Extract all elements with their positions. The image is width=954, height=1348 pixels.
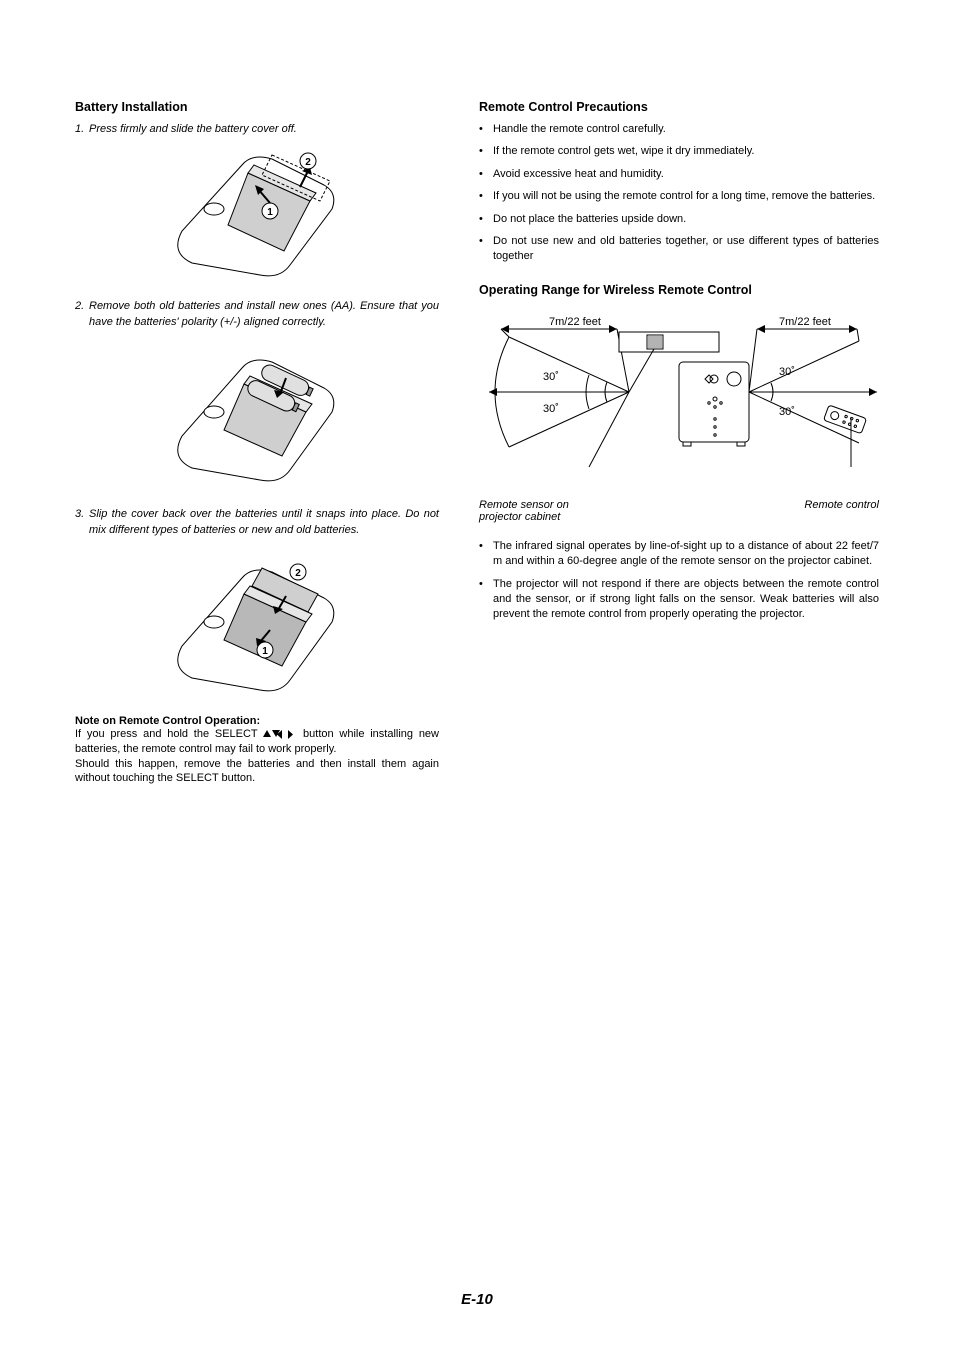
- diag-angle-1: 30˚: [543, 371, 559, 383]
- fig3-label-1: 1: [262, 646, 268, 657]
- battery-cover-off-illustration: 1 2: [152, 145, 362, 285]
- range-notes-list: •The infrared signal operates by line-of…: [479, 539, 879, 623]
- step-2-number: 2.: [75, 299, 89, 330]
- page-number: E-10: [0, 1291, 954, 1308]
- select-arrows-icon: [263, 728, 297, 740]
- precautions-heading: Remote Control Precautions: [479, 100, 879, 114]
- battery-installation-heading: Battery Installation: [75, 100, 439, 114]
- diag-angle-4: 30˚: [779, 406, 795, 418]
- fig1-label-2: 2: [305, 157, 311, 168]
- note-text-3: Should this happen, remove the batteries…: [75, 758, 439, 785]
- precaution-4: If you will not be using the remote cont…: [493, 189, 879, 204]
- step-3-number: 3.: [75, 507, 89, 538]
- step-3: 3. Slip the cover back over the batterie…: [75, 507, 439, 538]
- right-column: Remote Control Precautions •Handle the r…: [479, 100, 879, 786]
- note-body: If you press and hold the SELECT button …: [75, 727, 439, 786]
- precautions-list: •Handle the remote control carefully. •I…: [479, 122, 879, 265]
- diag-angle-2: 30˚: [543, 403, 559, 415]
- step-2-text: Remove both old batteries and install ne…: [89, 299, 439, 330]
- precaution-3: Avoid excessive heat and humidity.: [493, 167, 879, 182]
- precaution-5: Do not place the batteries upside down.: [493, 212, 879, 227]
- operating-range-heading: Operating Range for Wireless Remote Cont…: [479, 283, 879, 297]
- step-1: 1. Press firmly and slide the battery co…: [75, 122, 439, 137]
- precaution-2: If the remote control gets wet, wipe it …: [493, 144, 879, 159]
- step-1-text: Press firmly and slide the battery cover…: [89, 122, 439, 137]
- fig3-label-2: 2: [295, 568, 301, 579]
- precaution-6: Do not use new and old batteries togethe…: [493, 234, 879, 265]
- step-2: 2. Remove both old batteries and install…: [75, 299, 439, 330]
- precaution-1: Handle the remote control carefully.: [493, 122, 879, 137]
- diag-range-left: 7m/22 feet: [549, 316, 601, 328]
- operating-range-diagram: 7m/22 feet 7m/22 feet 30˚ 30˚ 30˚ 30˚ Re…: [479, 307, 879, 523]
- fig1-label-1: 1: [267, 207, 273, 218]
- range-note-1: The infrared signal operates by line-of-…: [493, 539, 879, 570]
- step-1-number: 1.: [75, 122, 89, 137]
- note-heading: Note on Remote Control Operation:: [75, 715, 439, 727]
- left-column: Battery Installation 1. Press firmly and…: [75, 100, 439, 786]
- battery-cover-on-illustration: 1 2: [152, 546, 362, 701]
- page-container: Battery Installation 1. Press firmly and…: [75, 100, 879, 786]
- diag-range-right: 7m/22 feet: [779, 316, 831, 328]
- diag-caption-right: Remote control: [804, 499, 879, 523]
- battery-insert-illustration: [152, 338, 362, 493]
- step-3-text: Slip the cover back over the batteries u…: [89, 507, 439, 538]
- range-note-2: The projector will not respond if there …: [493, 577, 879, 623]
- note-text-1: If you press and hold the SELECT: [75, 728, 263, 740]
- diag-angle-3: 30˚: [779, 366, 795, 378]
- diag-caption-left: Remote sensor on projector cabinet: [479, 499, 609, 523]
